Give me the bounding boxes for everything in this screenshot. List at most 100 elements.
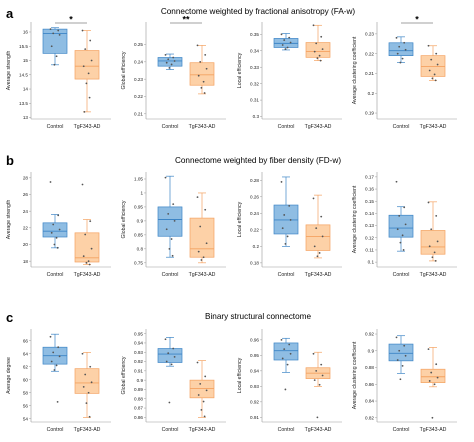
data-point bbox=[318, 383, 321, 386]
y-tick-label: 0.85 bbox=[134, 232, 143, 237]
data-point bbox=[316, 255, 319, 258]
box-iqr bbox=[189, 62, 215, 86]
y-tick-label: 0.93 bbox=[250, 384, 259, 389]
y-axis-label: Global efficiency bbox=[121, 200, 127, 238]
y-tick-label: 0.12 bbox=[365, 235, 374, 240]
significance-marker: ** bbox=[182, 15, 190, 25]
row-title-c: Binary structural connectome bbox=[205, 312, 311, 321]
data-point bbox=[164, 176, 167, 179]
data-point bbox=[88, 96, 91, 99]
data-point bbox=[313, 50, 316, 53]
y-tick-label: 0.14 bbox=[365, 211, 374, 216]
box-iqr bbox=[74, 50, 100, 80]
data-point bbox=[320, 215, 323, 218]
y-tick-label: 0.22 bbox=[365, 51, 374, 56]
data-point bbox=[87, 391, 90, 394]
y-tick-label: 15 bbox=[23, 58, 29, 63]
row-letter-a: a bbox=[6, 6, 14, 21]
y-tick-label: 0.22 bbox=[134, 94, 143, 99]
data-point bbox=[395, 336, 398, 339]
y-tick-label: 22 bbox=[23, 225, 29, 230]
y-axis-label: Average clustering coefficient bbox=[352, 185, 358, 253]
x-category-label: Control bbox=[278, 427, 295, 433]
data-point bbox=[289, 352, 292, 355]
data-point bbox=[50, 360, 53, 363]
y-tick-label: 0.33 bbox=[250, 65, 259, 70]
x-category-label: TgF343-AD bbox=[420, 427, 447, 433]
data-point bbox=[196, 44, 199, 47]
data-point bbox=[286, 46, 289, 49]
y-axis-label: Average degree bbox=[6, 357, 12, 394]
chart-panel-4: 18 20 22 24 26 28 Average strength Control TgF34… bbox=[6, 172, 111, 278]
y-tick-label: 0.26 bbox=[250, 194, 259, 199]
x-category-label: Control bbox=[47, 427, 64, 433]
data-point bbox=[399, 378, 402, 381]
data-point bbox=[49, 335, 52, 338]
row-title-a: Connectome weighted by fractional anisot… bbox=[161, 7, 356, 16]
data-point bbox=[173, 219, 176, 222]
y-axis-label: Local efficiency bbox=[237, 357, 243, 393]
data-point bbox=[315, 42, 318, 45]
data-point bbox=[404, 354, 407, 357]
data-point bbox=[82, 255, 85, 258]
x-category-label: Control bbox=[278, 272, 295, 278]
data-point bbox=[403, 206, 406, 209]
x-category-label: TgF343-AD bbox=[420, 124, 447, 130]
data-point bbox=[89, 365, 92, 368]
y-tick-label: 0.92 bbox=[250, 399, 259, 404]
y-tick-label: 0.16 bbox=[365, 187, 374, 192]
data-point bbox=[427, 44, 430, 47]
y-tick-label: 26 bbox=[23, 192, 29, 197]
data-point bbox=[403, 41, 406, 44]
y-tick-label: 0.8 bbox=[137, 246, 144, 251]
y-axis-label: Average clustering coefficient bbox=[352, 341, 358, 409]
data-point bbox=[57, 29, 60, 32]
x-category-label: Control bbox=[162, 427, 179, 433]
y-tick-label: 0.11 bbox=[365, 248, 374, 253]
box-iqr bbox=[157, 57, 183, 67]
data-point bbox=[203, 92, 206, 94]
data-point bbox=[49, 28, 52, 31]
data-point bbox=[202, 400, 205, 403]
y-tick-label: 0.88 bbox=[134, 396, 143, 401]
data-point bbox=[289, 219, 292, 221]
data-point bbox=[204, 208, 207, 211]
data-point bbox=[204, 54, 207, 56]
data-point bbox=[315, 369, 318, 372]
data-point bbox=[434, 79, 437, 82]
data-point bbox=[55, 55, 58, 58]
y-tick-label: 0.95 bbox=[134, 331, 143, 336]
y-tick-label: 0.15 bbox=[365, 199, 374, 204]
box-iqr bbox=[74, 232, 100, 263]
data-point bbox=[55, 364, 58, 367]
data-point bbox=[56, 400, 59, 403]
data-point bbox=[199, 225, 202, 228]
y-tick-label: 0.95 bbox=[134, 205, 143, 210]
data-point bbox=[52, 32, 55, 35]
data-point bbox=[81, 352, 84, 355]
data-point bbox=[58, 228, 61, 231]
y-tick-label: 0.91 bbox=[134, 368, 143, 373]
data-point bbox=[173, 356, 176, 358]
data-point bbox=[167, 352, 170, 355]
data-point bbox=[90, 381, 93, 384]
data-point bbox=[321, 235, 324, 238]
data-point bbox=[203, 415, 206, 418]
data-point bbox=[430, 228, 433, 231]
data-point bbox=[204, 375, 207, 378]
box-iqr bbox=[420, 230, 446, 255]
data-point bbox=[53, 243, 56, 246]
data-point bbox=[288, 36, 291, 39]
data-point bbox=[52, 223, 55, 226]
data-point bbox=[205, 67, 208, 70]
y-tick-label: 13 bbox=[23, 115, 29, 120]
data-point bbox=[433, 383, 436, 386]
data-point bbox=[284, 48, 287, 51]
data-point bbox=[168, 401, 171, 404]
box-iqr bbox=[388, 343, 414, 362]
y-tick-label: 0.92 bbox=[134, 359, 143, 364]
data-point bbox=[82, 385, 85, 388]
y-tick-label: 28 bbox=[23, 175, 29, 180]
data-point bbox=[85, 82, 88, 85]
